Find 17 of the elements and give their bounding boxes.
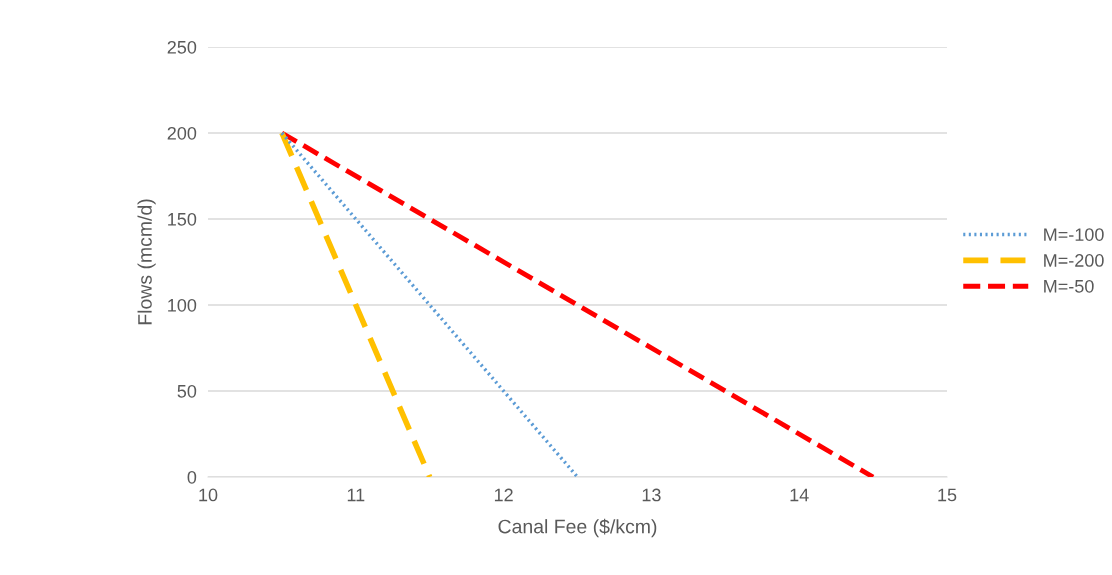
y-axis-title: Flows (mcm/d) bbox=[137, 199, 156, 325]
y-tick-label: 50 bbox=[177, 384, 197, 398]
legend-label: M=-200 bbox=[1044, 254, 1104, 267]
y-tick-label: 250 bbox=[167, 40, 197, 54]
x-tick-label: 12 bbox=[494, 488, 513, 502]
x-tick-label: 11 bbox=[347, 488, 365, 502]
x-axis-title: Canal Fee ($/kcm) bbox=[498, 518, 657, 538]
x-tick-label: 14 bbox=[790, 488, 809, 502]
x-tick-label: 13 bbox=[642, 488, 661, 502]
y-tick-label: 100 bbox=[168, 298, 197, 312]
y-tick-label: 0 bbox=[187, 470, 197, 484]
y-tick-label: 150 bbox=[168, 212, 197, 226]
legend-label: M=-50 bbox=[1044, 279, 1094, 293]
x-tick-label: 15 bbox=[938, 488, 957, 502]
x-tick-label: 10 bbox=[199, 488, 218, 502]
y-tick-label: 200 bbox=[167, 126, 197, 140]
legend-label: M=-100 bbox=[1044, 228, 1104, 241]
